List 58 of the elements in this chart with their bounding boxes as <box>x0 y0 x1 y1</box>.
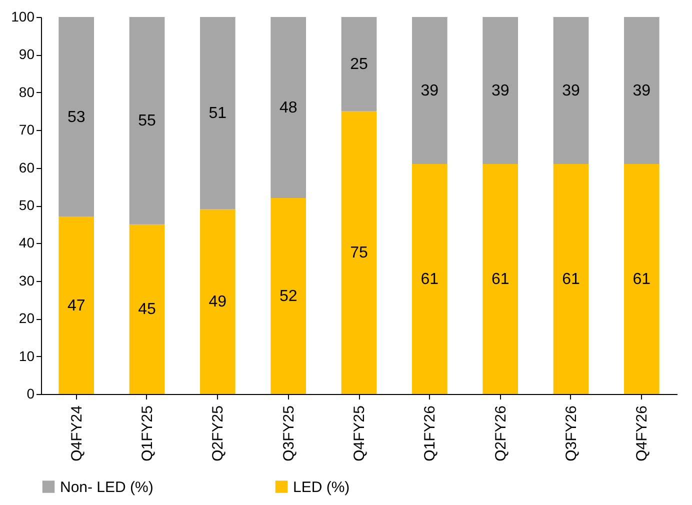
bar <box>624 17 660 164</box>
data-label: 51 <box>208 105 227 122</box>
y-tick-label: 90 <box>18 46 35 62</box>
bar <box>553 164 589 394</box>
y-tick-label: 0 <box>26 386 35 402</box>
bar <box>341 111 377 394</box>
bar <box>129 224 165 394</box>
bar <box>412 17 448 164</box>
bar <box>58 17 94 217</box>
bar <box>200 17 236 210</box>
data-label: 52 <box>279 288 298 305</box>
x-tick-label: Q2FY26 <box>492 406 510 462</box>
bar <box>341 17 377 112</box>
y-tick-label: 70 <box>18 122 35 138</box>
data-label: 25 <box>350 56 368 74</box>
bar <box>412 164 448 394</box>
x-tick-label: Q1FY26 <box>422 406 439 462</box>
y-tick-label: 40 <box>18 234 35 251</box>
x-tick-label: Q2FY25 <box>210 406 227 462</box>
y-tick-label: 50 <box>18 197 35 213</box>
data-label: 48 <box>279 99 298 116</box>
bar <box>270 17 306 198</box>
x-tick-label: Q3FY25 <box>280 406 298 462</box>
x-tick-label: Q4FY24 <box>68 406 86 462</box>
y-tick-label: 20 <box>18 310 35 326</box>
bar <box>482 17 518 164</box>
y-tick-label: 10 <box>18 348 35 364</box>
data-label: 53 <box>67 108 86 126</box>
legend-label: LED (%) <box>293 478 350 496</box>
bar <box>553 17 589 164</box>
x-tick-label: Q4FY25 <box>351 406 368 462</box>
data-label: 47 <box>67 297 86 314</box>
x-tick-label: Q1FY25 <box>139 406 156 462</box>
bar <box>482 164 518 394</box>
bar <box>129 17 165 224</box>
y-tick-label: 30 <box>18 272 35 288</box>
data-label: 39 <box>632 82 651 100</box>
x-tick-label: Q4FY26 <box>634 406 651 462</box>
y-tick-label: 60 <box>18 159 35 176</box>
data-label: 61 <box>491 271 510 288</box>
bar <box>200 209 236 394</box>
data-label: 45 <box>138 301 156 318</box>
data-label: 61 <box>562 271 580 288</box>
data-label: 39 <box>562 82 580 100</box>
data-label: 75 <box>350 244 368 262</box>
x-tick-label: Q3FY26 <box>563 406 580 462</box>
data-label: 55 <box>138 112 156 130</box>
data-label: 61 <box>420 271 439 288</box>
legend-label: Non- LED (%) <box>60 478 154 496</box>
bar <box>270 198 306 394</box>
data-label: 61 <box>632 271 651 288</box>
bar <box>624 164 660 394</box>
bar <box>58 216 94 394</box>
data-label: 49 <box>208 294 227 311</box>
data-label: 39 <box>420 82 439 100</box>
y-tick-label: 100 <box>11 8 35 24</box>
y-tick-label: 80 <box>18 84 35 100</box>
data-label: 39 <box>491 82 510 100</box>
